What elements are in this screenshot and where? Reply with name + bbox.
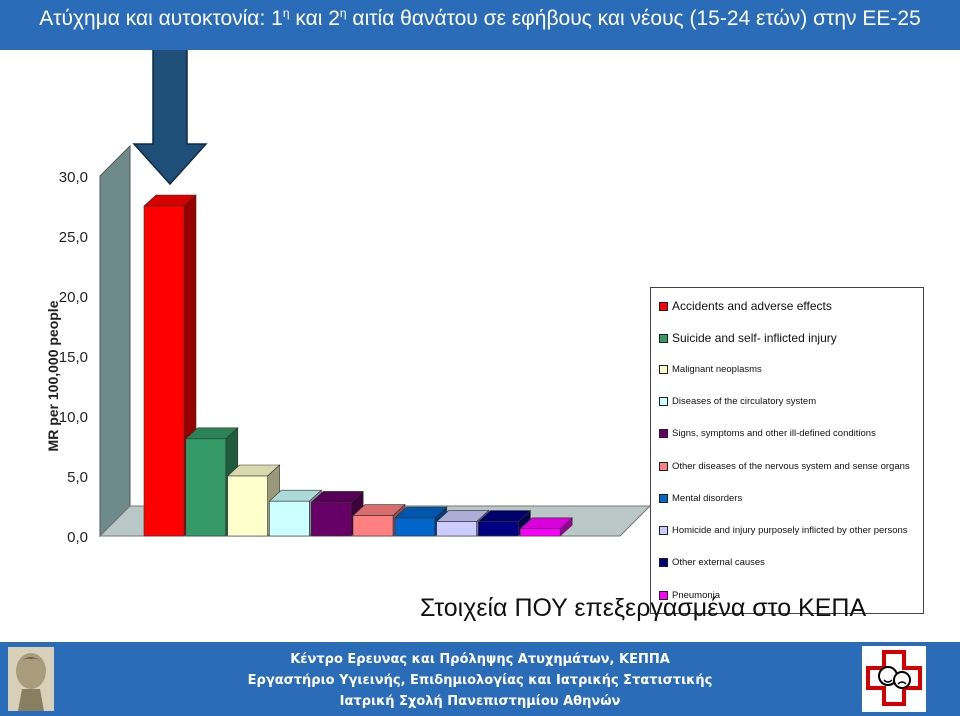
center-logo-icon (862, 646, 926, 712)
y-tick-label: 0,0 (67, 529, 88, 546)
legend-label: Diseases of the circulatory system (672, 395, 817, 407)
y-tick-label: 15,0 (59, 349, 88, 366)
legend-item: Other external causes (659, 557, 765, 568)
bar (227, 475, 268, 537)
footer-line-3: Ιατρική Σχολή Πανεπιστημίου Αθηνών (339, 694, 621, 709)
bar (310, 502, 352, 537)
bar (436, 521, 477, 537)
footer-line-1: Κέντρο Ερευνας και Πρόληψης Ατυχημάτων, … (290, 652, 670, 667)
legend-label: Homicide and injury purposely inflicted … (672, 525, 908, 537)
bar (394, 517, 436, 537)
legend-swatch (659, 461, 668, 471)
legend-swatch (659, 429, 668, 439)
chart-area: 0,0 5,0 10,0 15,0 20,0 25,0 30,0 MR per 100,000… (0, 50, 960, 642)
y-axis-label: MR per 100,000 people (45, 300, 61, 451)
legend-swatch (659, 364, 668, 374)
header-band (0, 0, 960, 50)
legend-swatch (659, 301, 668, 311)
legend-swatch (659, 396, 668, 406)
y-tick-label: 25,0 (59, 229, 88, 246)
legend-item: Pneumonia (659, 590, 720, 601)
legend-swatch (659, 493, 668, 503)
page-title: Ατύχημα και αυτοκτονία: 1η και 2η αιτία … (39, 6, 921, 30)
legend-swatch (659, 333, 668, 343)
legend-item: Mental disorders (659, 493, 742, 504)
chart-legend: Accidents and adverse effects Suicide and… (650, 287, 924, 614)
legend-label: Other diseases of the nervous system and… (672, 460, 910, 472)
legend-swatch (659, 526, 668, 536)
legend-label: Malignant neoplasms (672, 363, 762, 375)
legend-label: Signs, symptoms and other ill-defined co… (672, 428, 876, 440)
legend-item: Homicide and injury purposely inflicted … (659, 525, 908, 536)
university-logo-icon (8, 647, 54, 711)
bar (185, 438, 227, 537)
legend-swatch (659, 558, 668, 568)
legend-label: Other external causes (672, 557, 765, 569)
legend-label: Accidents and adverse effects (672, 299, 832, 313)
bar (143, 205, 185, 537)
legend-label: Mental disorders (672, 492, 743, 504)
legend-item: Diseases of the circulatory system (659, 396, 816, 407)
y-tick-label: 20,0 (59, 289, 88, 306)
legend-item: Malignant neoplasms (659, 364, 762, 375)
footer-line-2: Εργαστήριο Υγιεινής, Επιδημιολογίας και … (247, 673, 713, 688)
legend-label: Suicide and self- inflicted injury (672, 331, 837, 346)
y-tick-label: 10,0 (59, 409, 88, 426)
legend-item: Suicide and self- inflicted injury (659, 331, 837, 345)
source-note: Στοιχεία ΠΟΥ επεξεργασμένα στο ΚΕΠΑ (420, 594, 867, 622)
legend-item: Signs, symptoms and other ill-defined co… (659, 428, 876, 439)
chart-side-wall (99, 144, 131, 538)
bar (352, 515, 394, 537)
bar-chart: 0,0 5,0 10,0 15,0 20,0 25,0 30,0 MR per 100,000… (45, 50, 652, 546)
legend-item: Other diseases of the nervous system and… (659, 461, 910, 472)
bar (269, 500, 310, 537)
y-tick-label: 5,0 (67, 469, 88, 486)
highlight-arrow-icon (132, 50, 208, 186)
bar (519, 528, 561, 537)
legend-label: Pneumonia (672, 589, 721, 601)
chart-back-wall (130, 146, 650, 506)
y-tick-label: 30,0 (59, 169, 88, 186)
legend-item: Accidents and adverse effects (659, 299, 832, 313)
legend-swatch (659, 590, 668, 600)
footer-band: Κέντρο Ερευνας και Πρόληψης Ατυχημάτων, … (0, 642, 960, 716)
bar (478, 521, 519, 537)
